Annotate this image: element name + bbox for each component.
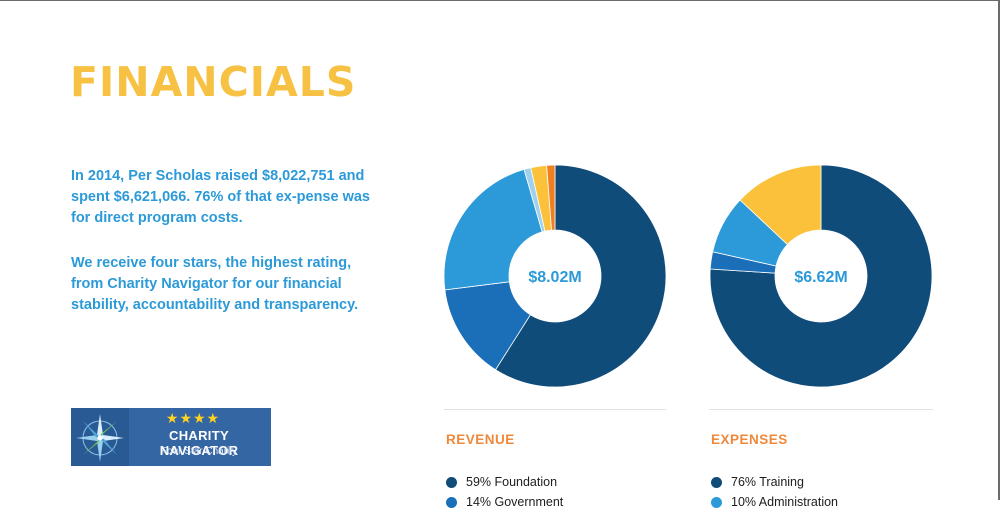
expenses-legend-item: 10% Administration [711,492,838,512]
expenses-legend-item: 76% Training [711,472,838,492]
revenue-legend-label: 59% Foundation [466,475,558,489]
badge-stars: ★★★★ [165,411,221,427]
charity-navigator-badge: ★★★★ CHARITY NAVIGATOR Four Star Charity [71,408,271,466]
expenses-heading: EXPENSES [711,432,788,447]
page-border-right [998,0,1000,500]
badge-name: CHARITY NAVIGATOR [159,428,239,458]
expenses-slice-3 [739,164,822,246]
compass-star-icon [71,408,129,466]
revenue-legend-swatch [446,496,457,508]
revenue-slices [443,164,667,388]
badge-subtitle: Four Star Charity [160,446,238,457]
page-title: FINANCIALS [70,58,357,106]
expenses-legend-label: 10% Administration [731,495,839,509]
revenue-legend-swatch [446,476,457,488]
expenses-donut-chart: $6.62M [709,164,933,388]
expenses-divider [709,409,933,410]
intro-paragraph-funding: In 2014, Per Scholas raised $8,022,751 a… [71,168,370,226]
expenses-legend-swatch [711,476,722,488]
revenue-legend: 59% Foundation 14% Government [446,472,563,512]
expenses-slice-0 [709,164,933,388]
revenue-center-label: $8.02M [528,269,581,286]
revenue-legend-label: 14% Government [466,495,564,509]
expenses-legend-label: 76% Training [731,475,804,489]
revenue-donut-chart: $8.02M [443,164,667,388]
revenue-heading: REVENUE [446,432,515,447]
expenses-center-label: $6.62M [794,269,847,286]
revenue-slice-0 [494,164,667,388]
revenue-slice-5 [546,164,556,231]
expenses-slices [709,164,933,388]
revenue-divider [444,409,666,410]
page-border-top [0,0,1000,1]
expenses-legend-swatch [711,496,722,508]
expenses-legend: 76% Training 10% Administration [711,472,838,512]
revenue-legend-item: 59% Foundation [446,472,563,492]
revenue-legend-item: 14% Government [446,492,563,512]
intro-paragraph-rating: We receive four stars, the highest ratin… [71,255,359,313]
revenue-slice-2 [443,168,543,291]
